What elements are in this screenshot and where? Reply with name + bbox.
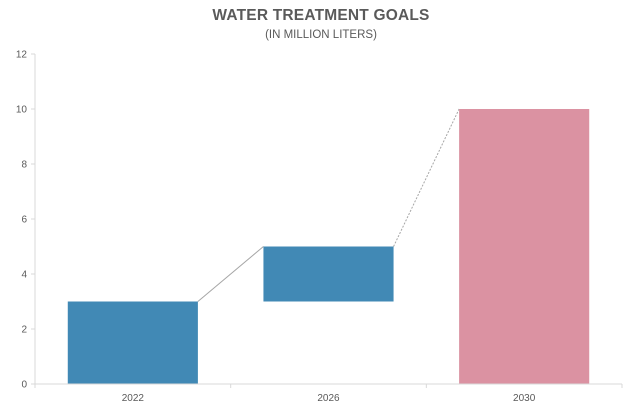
y-tick-label: 0 (21, 380, 27, 391)
y-tick-label: 4 (21, 270, 27, 281)
y-tick-label: 10 (16, 105, 28, 116)
x-tick-label: 2026 (317, 393, 340, 404)
y-tick-label: 6 (21, 215, 27, 226)
y-tick-label: 8 (21, 160, 27, 171)
y-tick-label: 2 (21, 325, 27, 336)
x-tick-label: 2030 (513, 393, 536, 404)
chart-subtitle: (IN MILLION LITERS) (265, 29, 377, 41)
bar-2026 (263, 246, 394, 302)
chart-title: WATER TREATMENT GOALS (212, 7, 430, 24)
y-tick-label: 12 (16, 50, 28, 61)
x-tick-label: 2022 (122, 393, 145, 404)
bar-2030 (459, 109, 590, 384)
bar-2022 (67, 301, 198, 384)
connector-line (393, 108, 460, 247)
connector-line (197, 246, 264, 302)
